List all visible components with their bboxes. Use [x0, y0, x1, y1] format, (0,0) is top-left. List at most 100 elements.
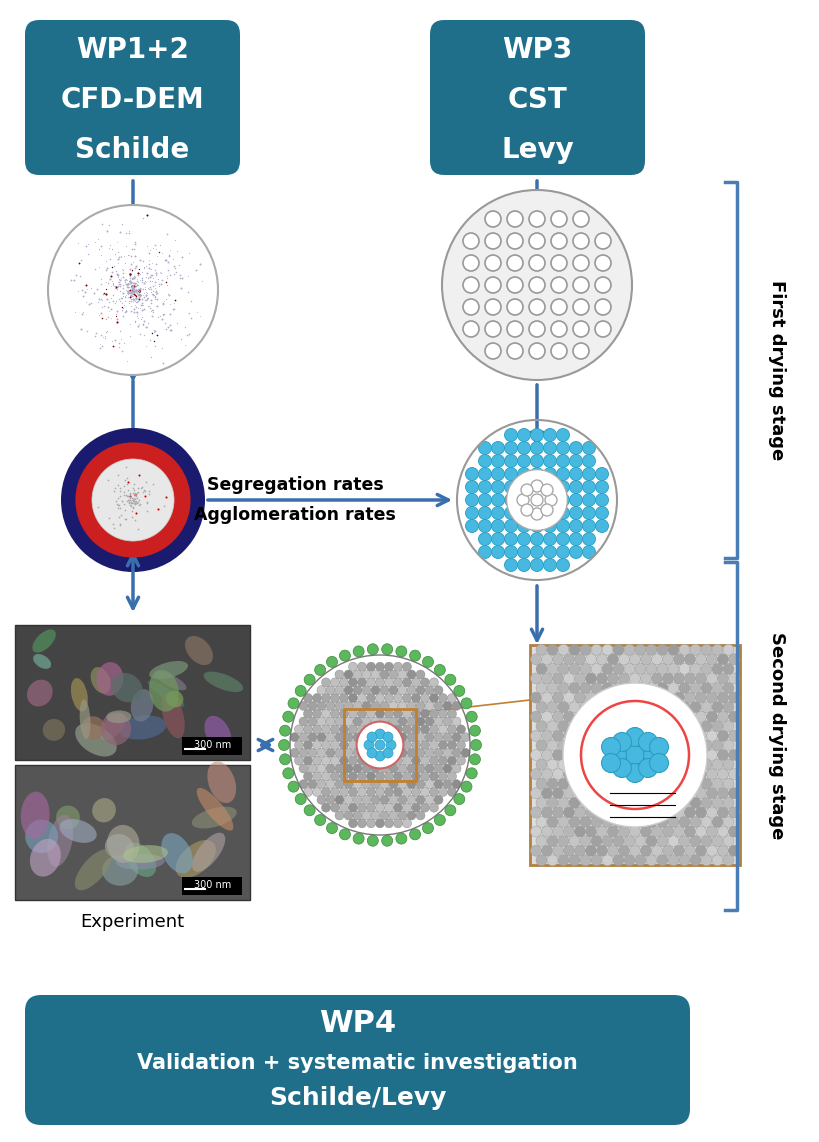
Circle shape — [651, 711, 662, 722]
Circle shape — [388, 701, 397, 710]
Circle shape — [451, 764, 460, 773]
Circle shape — [321, 803, 330, 812]
Circle shape — [339, 709, 348, 718]
Circle shape — [618, 769, 629, 780]
Circle shape — [629, 673, 640, 684]
Circle shape — [393, 678, 402, 686]
Circle shape — [530, 673, 541, 684]
Circle shape — [348, 662, 357, 671]
Circle shape — [552, 845, 563, 856]
Circle shape — [557, 683, 568, 693]
Circle shape — [722, 683, 733, 693]
Circle shape — [595, 731, 607, 741]
Circle shape — [541, 845, 552, 856]
Circle shape — [478, 442, 491, 455]
Circle shape — [640, 654, 651, 665]
Circle shape — [629, 731, 640, 741]
Circle shape — [550, 278, 566, 293]
Circle shape — [552, 749, 563, 761]
Circle shape — [504, 507, 517, 520]
Circle shape — [531, 480, 542, 492]
Circle shape — [326, 780, 335, 789]
Circle shape — [442, 733, 451, 741]
Circle shape — [308, 748, 317, 757]
Circle shape — [672, 731, 684, 741]
Circle shape — [536, 644, 546, 656]
Circle shape — [557, 664, 568, 675]
Ellipse shape — [20, 791, 49, 839]
Circle shape — [557, 778, 568, 789]
Circle shape — [651, 845, 662, 856]
Circle shape — [634, 644, 645, 656]
Ellipse shape — [192, 806, 237, 828]
Circle shape — [607, 807, 618, 818]
Circle shape — [366, 725, 375, 734]
Circle shape — [717, 749, 727, 761]
Circle shape — [640, 711, 651, 722]
Circle shape — [415, 780, 424, 789]
Circle shape — [344, 780, 352, 789]
Circle shape — [623, 701, 634, 713]
Circle shape — [711, 721, 722, 732]
Circle shape — [711, 854, 722, 866]
Circle shape — [722, 664, 733, 675]
Circle shape — [339, 725, 348, 734]
Circle shape — [667, 664, 678, 675]
Circle shape — [552, 692, 563, 703]
Circle shape — [634, 740, 645, 751]
Circle shape — [429, 693, 438, 702]
Circle shape — [684, 826, 695, 837]
Circle shape — [689, 740, 700, 751]
Circle shape — [411, 678, 420, 686]
Circle shape — [530, 654, 541, 665]
Circle shape — [429, 772, 438, 781]
Circle shape — [672, 807, 684, 818]
Circle shape — [546, 817, 557, 828]
Ellipse shape — [100, 713, 125, 740]
Circle shape — [384, 678, 393, 686]
Circle shape — [717, 654, 727, 665]
Circle shape — [541, 749, 552, 761]
Circle shape — [303, 788, 312, 796]
Circle shape — [361, 795, 370, 804]
Text: Schilde: Schilde — [75, 136, 189, 164]
Circle shape — [667, 644, 678, 656]
Circle shape — [613, 721, 623, 732]
Circle shape — [563, 692, 574, 703]
Text: Segregation rates: Segregation rates — [206, 476, 383, 494]
Circle shape — [424, 733, 433, 741]
Circle shape — [546, 778, 557, 789]
Ellipse shape — [79, 699, 90, 739]
Circle shape — [601, 701, 613, 713]
Circle shape — [520, 484, 532, 496]
Circle shape — [361, 717, 370, 726]
Circle shape — [447, 756, 456, 765]
Circle shape — [700, 778, 711, 789]
Circle shape — [645, 817, 656, 828]
Circle shape — [382, 732, 392, 742]
Circle shape — [366, 772, 375, 781]
Circle shape — [434, 665, 445, 675]
Circle shape — [607, 826, 618, 837]
Circle shape — [491, 532, 504, 546]
Circle shape — [684, 807, 695, 818]
Circle shape — [607, 769, 618, 780]
Circle shape — [352, 764, 361, 773]
Circle shape — [506, 469, 567, 530]
Circle shape — [689, 836, 700, 846]
Circle shape — [541, 654, 552, 665]
Circle shape — [326, 822, 337, 834]
Circle shape — [722, 740, 733, 751]
Circle shape — [438, 740, 447, 749]
Circle shape — [556, 455, 569, 467]
Circle shape — [590, 836, 601, 846]
Circle shape — [651, 692, 662, 703]
Circle shape — [546, 683, 557, 693]
Circle shape — [684, 731, 695, 741]
Circle shape — [393, 740, 402, 749]
Circle shape — [595, 520, 608, 532]
Circle shape — [700, 797, 711, 809]
Circle shape — [689, 644, 700, 656]
Circle shape — [491, 493, 504, 507]
Circle shape — [344, 811, 352, 820]
